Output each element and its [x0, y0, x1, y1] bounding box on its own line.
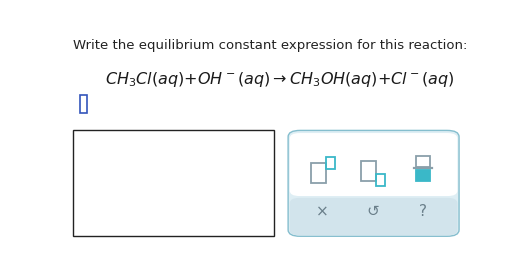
Text: Write the equilibrium constant expression for this reaction:: Write the equilibrium constant expressio…: [73, 39, 467, 52]
Text: ?: ?: [419, 204, 427, 219]
FancyBboxPatch shape: [290, 198, 457, 235]
FancyBboxPatch shape: [288, 130, 459, 236]
Bar: [416, 170, 430, 182]
FancyBboxPatch shape: [290, 133, 457, 196]
Bar: [326, 157, 335, 169]
Bar: [416, 156, 430, 167]
Bar: [361, 161, 376, 181]
Bar: [376, 174, 385, 186]
Bar: [80, 95, 87, 114]
Bar: [73, 130, 274, 236]
Text: ×: ×: [316, 204, 329, 219]
Bar: [311, 163, 326, 183]
Text: ↺: ↺: [366, 204, 379, 219]
Text: $\mathit{CH_3Cl(aq)}$$+$$\mathit{OH}^-\mathit{(aq)}$$\rightarrow$$\mathit{CH_3OH: $\mathit{CH_3Cl(aq)}$$+$$\mathit{OH}^-\m…: [105, 70, 455, 89]
